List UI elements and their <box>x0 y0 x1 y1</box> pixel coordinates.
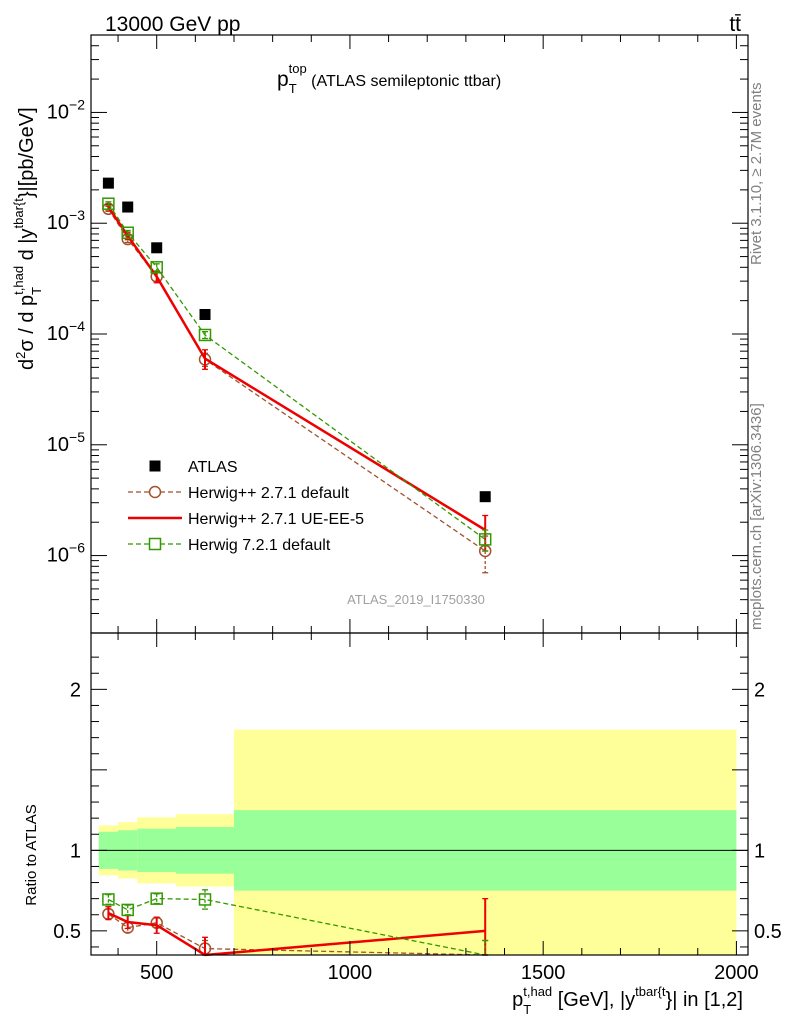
legend-marker <box>148 537 162 551</box>
mcplots-label: mcplots.cern.ch [arXiv:1306.3436] <box>748 403 765 630</box>
ratio-y-tick-label: 2 <box>70 679 81 701</box>
analysis-watermark: ATLAS_2019_I1750330 <box>347 592 485 607</box>
series-marker <box>102 197 115 210</box>
series-marker <box>198 328 212 342</box>
ratio-frame <box>90 632 749 956</box>
ratio-band-area <box>91 729 748 955</box>
ratio-ylabel: Ratio to ATLAS <box>23 804 40 905</box>
ratio-y-tick-label: 0.5 <box>754 921 782 943</box>
series-line <box>107 206 486 532</box>
legend-label: ATLAS <box>188 459 238 476</box>
legend-label: Herwig++ 2.7.1 UE-EE-5 <box>188 511 364 528</box>
y-tick-label: 10−5 <box>47 429 85 456</box>
y-tick-label: 10−4 <box>47 318 85 345</box>
header-left: 13000 GeV pp <box>105 13 240 36</box>
rivet-label: Rivet 3.1.10, ≥ 2.7M events <box>748 83 765 266</box>
legend: ATLAS Herwig++ 2.7.1 default Herwig++ 2.7.… <box>128 459 364 554</box>
series-marker <box>150 261 163 274</box>
data-marks <box>102 177 492 957</box>
data-point <box>199 308 211 320</box>
xlabel: pTt,had [GeV], |ytbar{t}| in [1,2] <box>512 984 743 1017</box>
y-tick-label: 10−3 <box>47 207 85 234</box>
ratio-y-tick-label: 2 <box>754 679 765 701</box>
series-marker <box>121 903 134 917</box>
data-point <box>102 177 114 189</box>
data-point <box>151 242 163 254</box>
legend-label: Herwig 7.2.1 default <box>188 537 331 554</box>
ratio-y-tick-label: 1 <box>70 840 81 862</box>
ratio-y-tick-label: 0.5 <box>53 921 81 943</box>
series-line <box>108 913 486 956</box>
x-tick-label: 500 <box>140 962 173 984</box>
x-tick-label: 1000 <box>328 962 373 984</box>
series-marker <box>102 893 115 906</box>
legend-marker <box>148 485 162 499</box>
data-point <box>122 201 134 213</box>
series-marker <box>478 533 492 546</box>
data-point <box>479 491 491 503</box>
series-marker <box>121 226 134 240</box>
series-marker <box>150 892 163 905</box>
ratio-y-tick-label: 1 <box>754 840 765 862</box>
x-tick-label: 2000 <box>714 962 759 984</box>
y-tick-label: 10−6 <box>47 540 85 567</box>
series-marker <box>198 893 212 906</box>
y-tick-label: 10−2 <box>47 96 85 123</box>
legend-label: Herwig++ 2.7.1 default <box>188 485 350 502</box>
axes: 500 1000 1500 2000 10−6 10−5 10−4 10−3 10−2 0.5 0.… <box>47 34 782 984</box>
header-right: tt̄ <box>729 13 741 36</box>
series-line <box>108 897 486 956</box>
x-tick-label: 1500 <box>521 962 566 984</box>
main-ylabel: d2σ / d pTt,had d |ytbar{t}|[pb/GeV] <box>11 107 44 370</box>
plot-title: pTtop (ATLAS semileptonic ttbar) <box>277 61 501 96</box>
legend-marker <box>149 460 161 472</box>
